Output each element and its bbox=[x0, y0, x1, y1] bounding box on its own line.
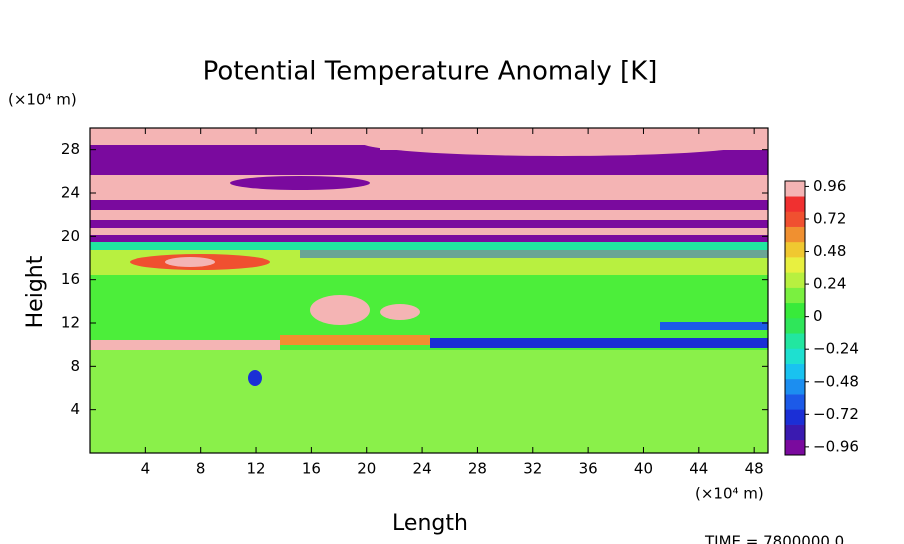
colorbar-cell bbox=[785, 287, 805, 304]
colorbar-cell bbox=[785, 424, 805, 441]
colorbar-cell bbox=[785, 333, 805, 349]
colorbar-cell bbox=[785, 181, 805, 197]
colorbar-tick-label: −0.48 bbox=[813, 372, 859, 390]
colorbar-tick-label: 0.72 bbox=[813, 209, 846, 227]
colorbar-tick-label: 0.96 bbox=[813, 177, 846, 195]
x-tick-label: 20 bbox=[357, 460, 376, 478]
y-tick-label: 24 bbox=[61, 184, 80, 202]
colorbar-cell bbox=[785, 409, 805, 425]
colorbar-tick-label: −0.24 bbox=[813, 340, 859, 358]
x-tick-label: 4 bbox=[141, 460, 151, 478]
x-tick-label: 8 bbox=[196, 460, 206, 478]
time-label: TIME = 7800000.0 bbox=[704, 533, 844, 544]
x-tick-label: 36 bbox=[579, 460, 598, 478]
colorbar-cell bbox=[785, 196, 805, 212]
colorbar-tick-label: 0.48 bbox=[813, 242, 846, 260]
x-tick-label: 40 bbox=[634, 460, 653, 478]
colorbar-tick-label: −0.72 bbox=[813, 405, 859, 423]
colorbar-cell bbox=[785, 318, 805, 334]
colorbar-cell bbox=[785, 226, 805, 243]
x-unit: (×10⁴ m) bbox=[695, 485, 764, 503]
colorbar-cell bbox=[785, 272, 805, 288]
y-axis-label: Height bbox=[23, 255, 48, 328]
x-tick-label: 44 bbox=[689, 460, 708, 478]
y-tick-label: 8 bbox=[70, 357, 80, 375]
colorbar-cell bbox=[785, 394, 805, 410]
y-tick-label: 16 bbox=[61, 270, 80, 288]
x-tick-label: 28 bbox=[468, 460, 487, 478]
y-tick-label: 28 bbox=[61, 140, 80, 158]
x-tick-label: 24 bbox=[413, 460, 432, 478]
y-unit: (×10⁴ m) bbox=[8, 91, 77, 109]
colorbar-cell bbox=[785, 257, 805, 273]
colorbar-cell bbox=[785, 363, 805, 380]
chart-title: Potential Temperature Anomaly [K] bbox=[203, 57, 658, 87]
colorbar-cell bbox=[785, 211, 805, 227]
colorbar-cell bbox=[785, 378, 805, 395]
colorbar-cell bbox=[785, 302, 805, 319]
plot-frame bbox=[89, 127, 769, 454]
colorbar-frame bbox=[784, 180, 806, 456]
x-tick-label: 12 bbox=[246, 460, 265, 478]
colorbar-tick-label: 0.24 bbox=[813, 275, 846, 293]
x-axis-label: Length bbox=[392, 511, 468, 536]
y-tick-label: 12 bbox=[61, 314, 80, 332]
colorbar-cell bbox=[785, 241, 805, 258]
colorbar-tick-label: 0 bbox=[813, 307, 823, 325]
x-tick-label: 32 bbox=[523, 460, 542, 478]
y-tick-label: 20 bbox=[61, 227, 80, 245]
x-tick-label: 16 bbox=[302, 460, 321, 478]
y-tick-label: 4 bbox=[70, 400, 80, 418]
x-tick-label: 48 bbox=[745, 460, 764, 478]
colorbar-cell bbox=[785, 439, 805, 456]
colorbar-cell bbox=[785, 348, 805, 364]
field bbox=[90, 128, 768, 453]
colorbar-tick-label: −0.96 bbox=[813, 437, 859, 455]
